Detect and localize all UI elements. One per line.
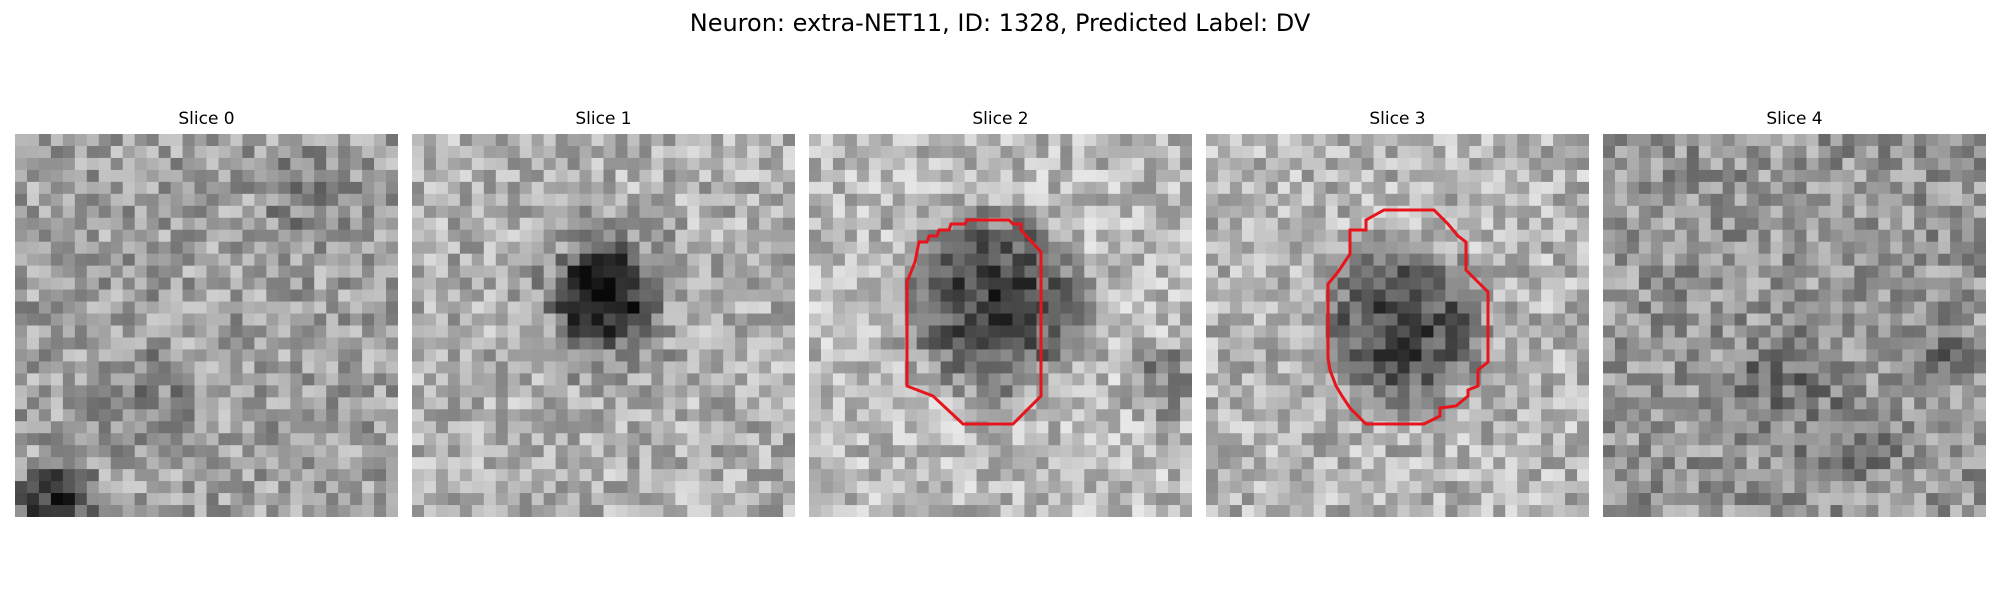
slice-title-3: Slice 3 [1369,109,1426,129]
slice-panel-4: Slice 4 [1603,108,1986,517]
slice-panel-1: Slice 1 [412,108,795,517]
slice-title-4: Slice 4 [1766,109,1823,129]
slice-title-2: Slice 2 [972,109,1029,129]
slice-image-2 [809,134,1192,517]
slice-panel-2: Slice 2 [809,108,1192,517]
slice-image-4 [1603,134,1986,517]
roi-contour-3 [1326,208,1490,426]
roi-contour-2 [905,218,1043,426]
slice-panel-0: Slice 0 [15,108,398,517]
pixel-grid-2 [809,134,1192,517]
slice-image-1 [412,134,795,517]
pixel-grid-1 [412,134,795,517]
slice-title-1: Slice 1 [575,109,632,129]
figure-title: Neuron: extra-NET11, ID: 1328, Predicted… [689,9,1311,37]
pixel-grid-0 [15,134,398,517]
slice-image-3 [1206,134,1589,517]
pixel-grid-3 [1206,134,1589,517]
slice-panel-3: Slice 3 [1206,108,1589,517]
slice-image-0 [15,134,398,517]
pixel-grid-4 [1603,134,1986,517]
slice-title-0: Slice 0 [178,109,235,129]
